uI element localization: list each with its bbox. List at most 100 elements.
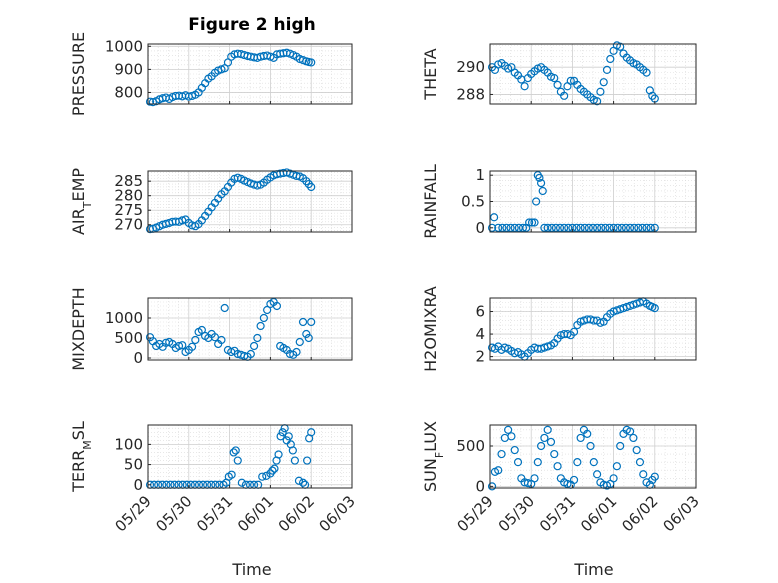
axes-box	[147, 297, 353, 361]
data-point	[272, 301, 282, 311]
data-point	[599, 78, 608, 87]
data-point	[550, 449, 559, 459]
y-tick-label: 1000	[105, 37, 143, 55]
data-point	[605, 223, 614, 232]
axes-box	[489, 424, 697, 489]
data-point	[543, 223, 552, 232]
data-point	[507, 432, 516, 441]
data-point	[597, 223, 606, 232]
data-point	[530, 218, 539, 227]
y-tick-label: 288	[456, 85, 485, 103]
axes-box	[489, 43, 697, 105]
data-point	[646, 223, 655, 232]
y-tick-label: 275	[114, 201, 143, 219]
data-point	[617, 223, 626, 232]
data-point	[288, 446, 297, 455]
data-point	[197, 325, 206, 335]
data-point	[584, 223, 593, 232]
y-tick-label: 290	[456, 58, 485, 76]
data-point	[639, 470, 648, 479]
data-point	[490, 213, 499, 222]
data-point	[553, 462, 562, 471]
y-tick-label: 50	[124, 456, 143, 474]
data-point	[298, 478, 308, 487]
data-point	[284, 432, 293, 441]
data-point	[533, 458, 542, 467]
data-point	[292, 347, 301, 357]
data-point	[566, 76, 575, 85]
data-point	[263, 305, 272, 315]
data-point	[494, 466, 503, 475]
y-tick-label: 270	[114, 216, 143, 234]
data-point	[246, 349, 255, 359]
data-point	[233, 456, 242, 465]
data-point	[497, 449, 506, 459]
data-point	[612, 462, 621, 471]
y-axis-label-4: RAINFALL	[421, 164, 440, 239]
subplot-6: 2 4 6 H2OMIXRA	[421, 286, 697, 372]
data-point	[550, 73, 559, 83]
data-point	[593, 223, 602, 232]
data-point	[237, 478, 246, 487]
data-point	[573, 458, 582, 467]
data-point	[538, 186, 547, 196]
data-point	[518, 223, 528, 232]
data-point	[145, 224, 155, 234]
data-point	[520, 82, 529, 91]
y-axis-label-5: MIXDEPTH	[69, 287, 88, 370]
data-point	[527, 218, 537, 227]
y-tick-label: 900	[114, 60, 143, 78]
data-point	[593, 470, 602, 479]
data-point	[576, 223, 585, 232]
y-tick-label: 4	[475, 325, 485, 343]
y-tick-label: 280	[114, 187, 143, 205]
data-point	[569, 475, 579, 485]
subplot-5: 0 500 1000 MIXDEPTH	[69, 287, 353, 371]
data-point	[307, 58, 316, 67]
data-point	[276, 432, 285, 441]
data-point	[227, 470, 236, 479]
axes-box	[147, 424, 353, 489]
data-point	[259, 313, 268, 323]
data-point	[564, 223, 573, 232]
data-point	[589, 458, 598, 467]
data-point	[530, 474, 539, 483]
data-point	[302, 329, 311, 339]
data-point	[253, 333, 262, 343]
data-point	[274, 450, 283, 459]
data-point	[546, 437, 556, 447]
data-point	[307, 182, 316, 192]
data-point	[536, 178, 546, 188]
data-point	[303, 456, 312, 465]
data-point	[650, 304, 659, 313]
data-point	[629, 433, 638, 443]
data-point	[630, 223, 639, 232]
data-point	[191, 335, 200, 345]
data-point	[178, 341, 187, 350]
data-point	[555, 223, 565, 232]
data-point	[220, 303, 229, 313]
data-point	[569, 327, 579, 336]
data-point	[535, 173, 544, 182]
data-point	[638, 223, 647, 232]
data-point	[580, 223, 589, 232]
axes-box	[147, 43, 353, 105]
data-point	[294, 476, 304, 485]
x-axis-label-right: Time	[573, 560, 613, 579]
data-point	[210, 333, 220, 342]
data-point	[551, 223, 561, 232]
y-tick-label: 500	[456, 437, 485, 455]
data-point	[642, 68, 651, 77]
data-point	[648, 91, 657, 100]
data-point	[498, 223, 507, 232]
data-point	[613, 223, 622, 232]
data-point	[278, 428, 287, 437]
subplot-4: 0 0.5 1 RAINFALL	[421, 164, 697, 239]
data-point	[616, 42, 625, 51]
data-point	[268, 466, 277, 475]
data-point	[572, 223, 581, 232]
data-point	[298, 317, 308, 327]
